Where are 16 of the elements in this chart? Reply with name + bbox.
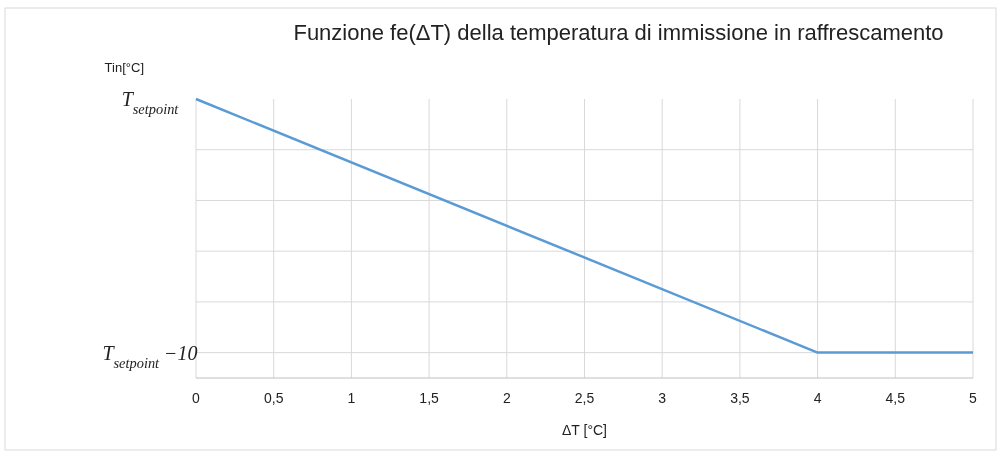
x-tick-label: 1,5 <box>419 390 440 406</box>
text: T$_{setpoint}$ <box>121 88 180 117</box>
x-tick-label: 2 <box>502 390 511 406</box>
x-tick-label: 5 <box>969 390 978 406</box>
x-tick-label: 0,5 <box>263 390 284 406</box>
x-tick-label: 3,5 <box>730 390 750 406</box>
x-tick-label: 4 <box>813 390 822 406</box>
annotation: T$_{setpoint}$ −10 <box>102 341 198 371</box>
x-axis-title: ΔT [°C] <box>561 422 608 438</box>
x-tick-label: 1 <box>347 390 356 406</box>
chart-title: Funzione fe(ΔT) della temperatura di immissione in raffrescamento <box>293 20 944 45</box>
y-axis-title: Tin[°C] <box>104 60 144 75</box>
x-tick-label: 4,5 <box>885 390 906 406</box>
x-tick-label: 2,5 <box>574 390 595 406</box>
x-tick-label: 0 <box>192 390 201 406</box>
x-tick-label: 3 <box>658 390 667 406</box>
